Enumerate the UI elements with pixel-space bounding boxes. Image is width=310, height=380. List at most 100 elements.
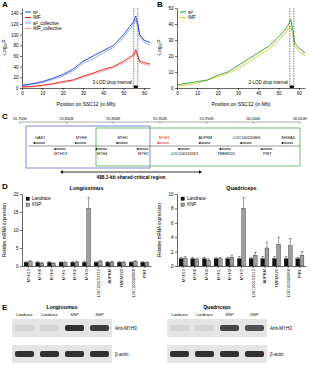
y-tick-mark <box>175 194 177 195</box>
error-bar <box>290 239 291 246</box>
x-tick-label: MYH8 <box>37 268 42 280</box>
legend-label: IMF <box>33 15 41 20</box>
lane-label: Landrace <box>196 312 213 317</box>
x-tick-label: 30 <box>81 91 87 96</box>
error-cap <box>52 262 55 263</box>
y-tick-mark <box>20 24 22 25</box>
x-tick-mark <box>42 88 43 90</box>
y-axis-line <box>177 195 178 267</box>
gene-arrow <box>97 149 107 150</box>
y-axis-line <box>22 195 23 267</box>
plot-area <box>177 8 305 88</box>
error-cap <box>254 252 257 253</box>
bar <box>237 259 241 266</box>
ruler-tick <box>160 122 161 124</box>
interval-line <box>293 8 294 88</box>
error-bar <box>111 261 112 263</box>
x-tick-label: 50 <box>122 91 128 96</box>
x-tick: MYH3 <box>84 266 89 280</box>
error-bar <box>278 237 279 244</box>
legend: LandraceKNP <box>181 196 206 207</box>
x-tick-label: 20 <box>61 91 67 96</box>
y-tick: 10 <box>168 192 177 197</box>
error-bar <box>26 261 27 263</box>
gene-arrow-head <box>219 148 221 150</box>
x-axis-line <box>23 88 151 89</box>
y-tick-mark <box>175 8 177 9</box>
row-label: Anti-MYH3 <box>115 326 137 331</box>
ruler-label: 55,850K <box>106 117 121 121</box>
error-bar <box>61 261 62 263</box>
gene-arrow-head <box>281 142 283 144</box>
x-tick-label: 0 <box>176 91 179 96</box>
error-cap <box>106 261 109 262</box>
y-tick-label: 0 <box>16 264 19 269</box>
y-tick-mark <box>175 266 177 267</box>
blot-band <box>40 351 59 357</box>
y-tick-label: 10 <box>168 70 174 75</box>
legend-label: w²_collective <box>33 21 59 26</box>
x-tick-label: MYH3 <box>84 268 89 280</box>
bar <box>249 259 253 266</box>
gene-label: TMEM220 <box>217 152 235 156</box>
x-tick-label: MYH1 <box>61 268 66 280</box>
y-tick-label: 80 <box>13 43 19 48</box>
error-cap <box>71 261 74 262</box>
ruler-label: 55,800K <box>60 117 75 121</box>
x-tick-mark <box>39 266 40 268</box>
y-tick: 6 <box>171 221 177 226</box>
gene-arrow-head <box>136 148 138 150</box>
error-bar <box>96 261 97 263</box>
x-axis-title: Position on SSC12 (in Mb) <box>57 101 116 107</box>
legend-swatch <box>180 17 186 18</box>
line <box>22 50 150 87</box>
bar <box>87 208 91 266</box>
y-tick-mark <box>175 56 177 57</box>
blot-band <box>170 325 189 331</box>
gene-label: LOC100153313 <box>171 152 198 156</box>
error-bar <box>251 257 252 258</box>
error-bar <box>30 261 31 262</box>
chart-title: Quadriceps <box>226 185 256 191</box>
error-cap <box>242 197 245 198</box>
y-tick-mark <box>20 35 22 36</box>
error-cap <box>277 237 280 238</box>
error-cap <box>231 255 234 256</box>
panel-label: D <box>2 182 8 191</box>
x-tick: MYH4 <box>49 266 54 280</box>
error-cap <box>207 258 210 259</box>
plot-area <box>24 198 149 266</box>
y-axis: 05101520 <box>13 192 22 269</box>
y-tick-mark <box>20 266 22 267</box>
bar <box>230 257 234 266</box>
y-tick: 15 <box>13 210 22 215</box>
error-cap <box>261 256 264 257</box>
lane-label: KNP <box>250 312 259 317</box>
y-tick-mark <box>20 67 22 68</box>
error-bar <box>239 257 240 259</box>
x-tick-mark <box>63 266 64 268</box>
x-tick-label: MYH8 <box>192 268 197 280</box>
x-tick-mark <box>218 88 219 90</box>
y-tick: 10 <box>168 70 177 75</box>
x-tick-mark <box>121 266 122 268</box>
bar <box>47 262 51 266</box>
bar-panel: MYH13MYH8MYH4MYH1MYH2MYH3LOC100153313ADP… <box>157 185 307 297</box>
x-tick: 40 <box>256 88 262 96</box>
x-axis: MYH13MYH8MYH4MYH1MYH2MYH3LOC100153313ADP… <box>23 266 152 297</box>
blot-membrane <box>12 319 112 337</box>
error-bar <box>243 198 244 209</box>
region-arrow-head <box>60 170 63 174</box>
gene-arrow-head <box>157 142 159 144</box>
error-bar <box>196 258 197 259</box>
y-tick: 140 <box>11 11 22 16</box>
panel-label: A <box>2 0 8 9</box>
gene-arrow-head <box>33 142 35 144</box>
gene-arrow <box>242 143 252 144</box>
legend-swatch <box>181 203 185 207</box>
row-label: β-actin <box>270 352 284 357</box>
y-tick-label: 140 <box>11 11 19 16</box>
error-bar <box>131 261 132 263</box>
x-tick-label: MYH2 <box>72 268 77 280</box>
line-panel: 0102030405060010203040502-LOD drop inter… <box>156 0 306 107</box>
